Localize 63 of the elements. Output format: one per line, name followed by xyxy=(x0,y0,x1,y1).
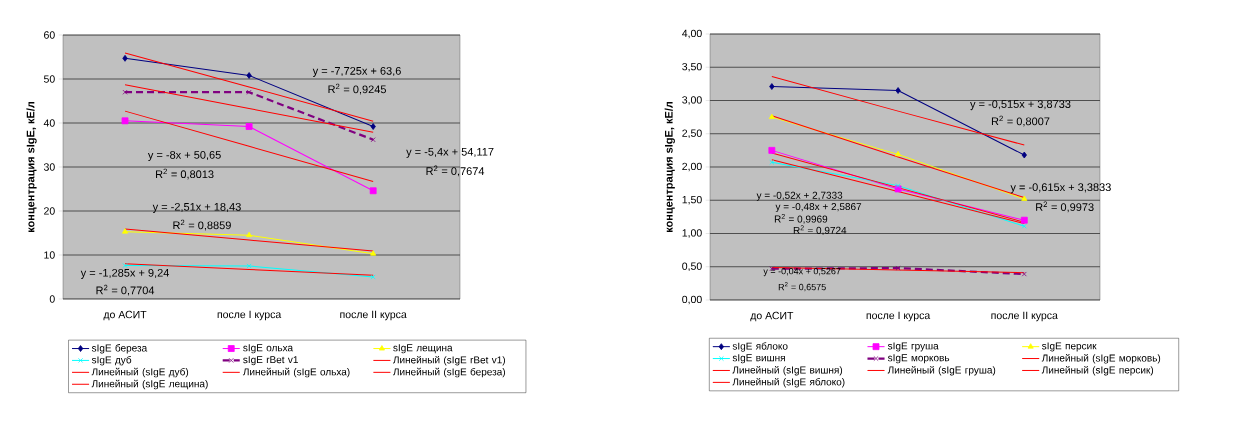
legend-label: Линейный (sIgE rBet v1) xyxy=(393,355,505,366)
legend-label: Линейный (sIgE персик) xyxy=(1041,365,1154,376)
y-tick-label: 4,00 xyxy=(682,29,702,39)
annotation: R$^{2}$ = 0,9973 xyxy=(1036,201,1094,213)
legend-label: sIgE яблоко xyxy=(732,342,788,352)
annotation: y = -1,285x + 9,24 xyxy=(80,268,170,279)
legend-label: Линейный (sIgE вишня) xyxy=(732,365,843,376)
legend-label: Линейный (sIgE груша) xyxy=(887,365,996,376)
y-axis-title: концентрация sIgE, кЕ/л xyxy=(664,101,675,233)
legend-label: Линейный (sIgE береза) xyxy=(393,367,505,378)
y-tick-label: 2,00 xyxy=(682,162,702,172)
y-tick-label: 0,00 xyxy=(682,295,702,305)
y-axis-title: концентрация sIgE, кЕ/л xyxy=(26,101,37,233)
annotation: y = -0,615x + 3,3833 xyxy=(1010,183,1111,194)
annotation: R$^{2}$ = 0,9969 xyxy=(774,213,828,224)
annotation: R$^{2}$ = 0,9245 xyxy=(328,83,386,95)
annotation: y = -8x + 50,65 xyxy=(147,151,221,161)
x-tick-label: после I курса xyxy=(866,311,931,322)
legend-label: sIgE береза xyxy=(91,344,148,354)
y-tick-label: 40 xyxy=(43,119,55,127)
legend-label: Линейный (sIgE ольха) xyxy=(242,367,350,378)
annotation: y = -0,04x + 0,5267 xyxy=(763,267,841,277)
annotation: R$^{2}$ = 0,6575 xyxy=(778,282,826,292)
annotation: y = -0,52x + 2,7333 xyxy=(756,191,843,201)
legend-label: sIgE груша xyxy=(887,342,939,352)
y-tick-label: 10 xyxy=(44,251,55,259)
annotation: R$^{2}$ = 0,8859 xyxy=(173,219,231,231)
annotation: y = -5,4x + 54,117 xyxy=(406,148,494,158)
annotation: y = -0,515x + 3,8733 xyxy=(970,100,1071,111)
annotation: R$^{2}$ = 0,7704 xyxy=(96,284,155,296)
legend-label: Линейный (sIgE морковь) xyxy=(1041,354,1161,364)
annotation: R$^{2}$ = 0,8013 xyxy=(156,168,214,180)
y-tick-label: 0,50 xyxy=(682,262,702,272)
legend-label: sIgE вишня xyxy=(732,354,785,364)
legend-label: Линейный (sIgE дуб) xyxy=(91,367,189,378)
x-tick-label: после II курса xyxy=(340,310,407,321)
y-tick-label: 60 xyxy=(44,31,55,39)
y-tick-label: 0 xyxy=(49,295,55,303)
annotation: y = -2,51x + 18,43 xyxy=(152,202,241,213)
y-tick-label: 50 xyxy=(43,75,55,83)
y-tick-label: 20 xyxy=(44,207,55,215)
annotation: R$^{2}$ = 0,8007 xyxy=(991,115,1050,127)
annotation: R$^{2}$ = 0,7674 xyxy=(426,165,485,177)
legend-label: sIgE ольха xyxy=(243,344,294,354)
y-tick-label: 1,50 xyxy=(682,195,702,205)
x-tick-label: до АСИТ xyxy=(750,311,794,322)
legend-label: sIgE rBet v1 xyxy=(243,356,298,366)
y-tick-label: 30 xyxy=(43,163,55,171)
legend-label: sIgE лещина xyxy=(393,344,453,354)
legend-label: Линейный (sIgE лещина) xyxy=(91,379,208,390)
legend-label: sIgE дуб xyxy=(91,355,132,366)
y-tick-label: 3,50 xyxy=(682,62,702,72)
x-tick-label: после II курса xyxy=(991,311,1058,322)
annotation: y = -0,48x + 2,5867 xyxy=(775,203,862,213)
y-tick-label: 1,00 xyxy=(682,229,702,238)
legend-label: Линейный (sIgE яблоко) xyxy=(732,377,845,388)
x-tick-label: после I курса xyxy=(217,310,282,321)
annotation: y = -7,725x + 63,6 xyxy=(312,66,401,77)
y-tick-label: 3,00 xyxy=(682,96,702,105)
legend-label: sIgE морковь xyxy=(887,354,950,364)
y-tick-label: 2,50 xyxy=(682,129,702,139)
x-tick-label: до АСИТ xyxy=(103,310,147,321)
legend-label: sIgE персик xyxy=(1042,342,1097,352)
